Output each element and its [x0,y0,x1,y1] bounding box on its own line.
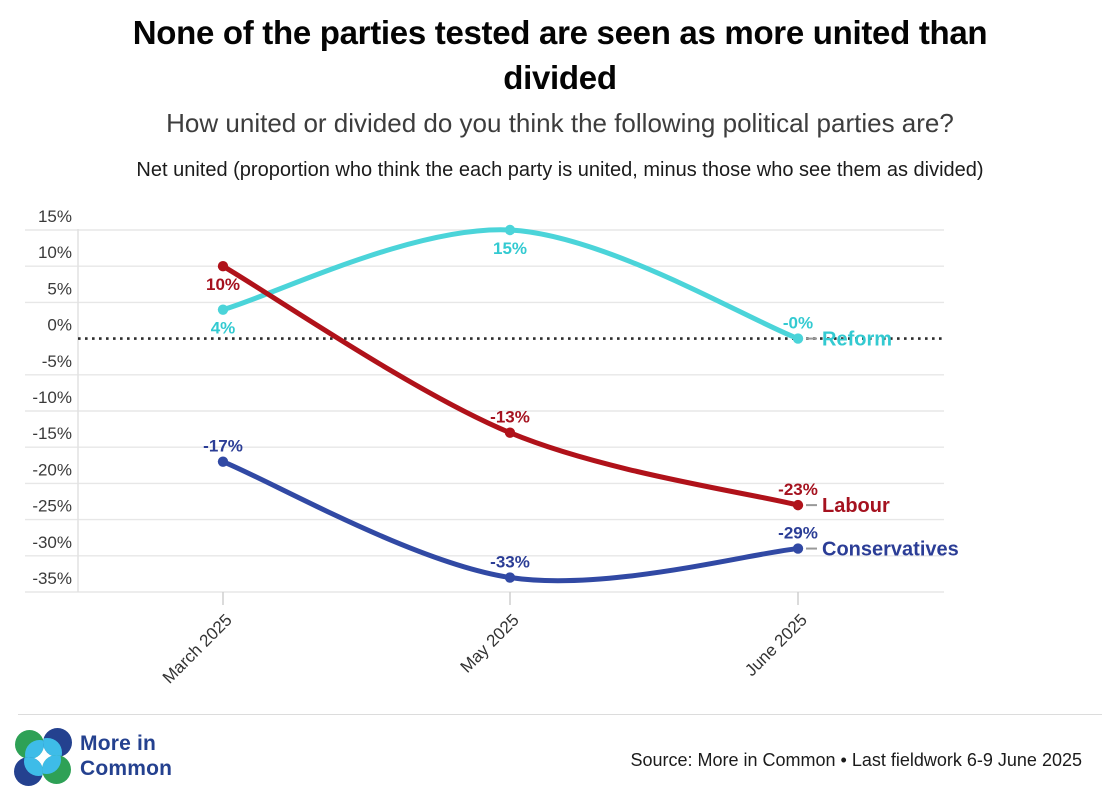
value-label-conservatives: -33% [490,553,530,572]
y-tick-label: 0% [47,316,72,335]
y-tick-label: -30% [32,533,72,552]
data-point-conservatives [217,456,229,467]
logo-wordmark-line: Common [80,757,173,780]
footer-divider [18,714,1102,715]
series-label-reform: Reform [822,329,892,351]
value-label-reform: -0% [783,314,813,333]
data-point-reform [504,224,516,236]
chart-subtitle: How united or divided do you think the f… [166,108,954,138]
y-tick-label: -15% [32,424,72,443]
value-label-conservatives: -17% [203,437,243,456]
logo-circle [43,728,72,757]
value-label-labour: -13% [490,408,530,427]
y-tick-label: -20% [32,460,72,479]
y-tick-label: -25% [32,497,72,516]
data-point-conservatives [504,572,516,583]
y-tick-label: -5% [42,352,72,371]
value-label-reform: 15% [493,239,527,258]
value-label-labour: 10% [206,275,240,294]
x-tick-label: March 2025 [159,610,236,687]
data-point-labour [217,261,229,272]
y-tick-label: 10% [38,243,72,262]
page-title: None of the parties tested are seen as m… [0,10,1120,100]
value-label-reform: 4% [211,319,236,338]
value-label-conservatives: -29% [778,524,818,543]
value-label-labour: -23% [778,480,818,499]
title-line-1: None of the parties tested are seen as m… [132,14,988,51]
chart-note: Net united (proportion who think the eac… [136,159,984,181]
title-line-2: divided [503,59,617,96]
data-point-reform [217,304,229,315]
logo-wordmark: More in Common [80,731,172,781]
x-tick-label: June 2025 [741,610,811,680]
logo-circle [42,755,71,784]
y-tick-label: 5% [47,279,72,298]
data-point-labour [792,499,804,511]
data-point-labour [504,427,516,438]
y-tick-label: 15% [38,207,72,226]
logo-circle [14,757,43,786]
y-tick-label: -10% [32,388,72,407]
series-label-labour: Labour [822,495,890,517]
x-tick-label: May 2025 [457,610,523,676]
data-point-reform [792,333,804,344]
logo-circle [15,730,44,759]
y-tick-label: -35% [32,569,72,588]
data-point-conservatives [792,543,804,554]
more-in-common-logo [14,727,76,789]
logo-wordmark-line: More in [80,732,157,755]
series-label-conservatives: Conservatives [822,539,959,561]
source-attribution: Source: More in Common • Last fieldwork … [630,750,1082,770]
